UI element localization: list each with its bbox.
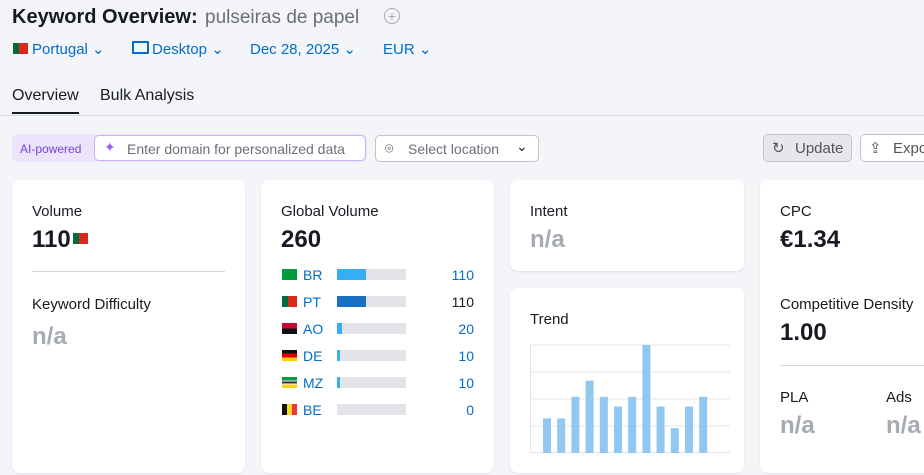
domain-input[interactable]: ✦ Enter domain for personalized data	[94, 135, 366, 161]
trend-bar	[585, 380, 594, 453]
add-icon[interactable]: +	[384, 8, 400, 24]
bar-track	[337, 404, 406, 415]
flag	[13, 43, 28, 54]
flag	[282, 404, 297, 415]
filter-text: Portugal	[32, 41, 88, 58]
label: Intent	[530, 203, 568, 220]
divider	[32, 271, 225, 272]
trend-bar	[685, 406, 693, 453]
location-select[interactable]: ⌾ Select location ⌄	[375, 135, 539, 162]
country-code: PT	[303, 294, 321, 310]
trend-bar	[557, 418, 566, 453]
bar	[337, 296, 367, 307]
trend-bar	[599, 396, 608, 453]
bar	[337, 269, 367, 280]
placeholder: Enter domain for personalized data	[127, 141, 345, 157]
filter-text: EUR	[383, 41, 415, 58]
refresh-icon: ↻	[772, 140, 785, 157]
filter[interactable]: Dec 28, 2025 ⌄	[250, 41, 356, 58]
update-button[interactable]: ↻ Update	[763, 134, 852, 162]
bar	[337, 350, 340, 361]
ai-box: AI-powered ✦ Enter domain for personaliz…	[12, 134, 367, 162]
trend-bar	[699, 396, 708, 453]
page-title: Keyword Overview:	[12, 6, 198, 28]
keyword: pulseiras de papel	[205, 7, 360, 28]
bar-track	[337, 323, 406, 334]
volume-value: 10	[458, 375, 474, 391]
bar-track	[337, 296, 406, 307]
label: Trend	[530, 311, 569, 328]
country-code: BE	[303, 402, 322, 418]
export-icon: ⇪	[869, 140, 882, 157]
flag	[282, 350, 297, 361]
value: n/a	[780, 412, 815, 439]
label: Keyword Difficulty	[32, 296, 151, 313]
flag	[282, 323, 297, 334]
trend-bar	[614, 406, 622, 453]
value: €1.34	[780, 226, 841, 253]
tab-active[interactable]: Overview	[12, 87, 79, 114]
desktop-icon	[132, 41, 149, 54]
value: 1.00	[780, 319, 827, 346]
flag	[282, 296, 297, 307]
bar	[337, 377, 340, 388]
label: CPC	[780, 203, 812, 220]
trend-bar	[543, 418, 551, 453]
button-text: Update	[795, 140, 844, 157]
trend-bar	[670, 428, 679, 453]
filter[interactable]: Portugal ⌄	[32, 41, 105, 58]
tab[interactable]: Bulk Analysis	[100, 87, 195, 104]
global-volume-card: Global Volume 260 BR 110 PT 110 AO 20 DE 10 MZ 10…	[261, 180, 494, 473]
flag	[282, 269, 297, 280]
volume-value: 20	[458, 321, 474, 337]
volume-value: 110	[451, 294, 474, 310]
filter[interactable]: Desktop ⌄	[152, 41, 224, 58]
trend-card: Trend	[510, 288, 744, 473]
flag	[282, 377, 297, 388]
cpc-card: CPC €1.34 Competitive Density 1.00 PLA n…	[760, 180, 924, 473]
trend-bar	[656, 406, 665, 453]
bar-track	[337, 269, 406, 280]
value: n/a	[886, 412, 921, 439]
bar-track	[337, 377, 406, 388]
volume-card: Volume 110 Keyword Difficulty n/a	[12, 180, 245, 473]
value: 260	[281, 226, 322, 253]
flag	[73, 233, 88, 244]
intent-card: Intent n/a	[510, 180, 744, 271]
divider	[0, 115, 924, 116]
export-button[interactable]: ⇪ Export	[860, 134, 924, 162]
label: PLA	[780, 389, 809, 406]
value: n/a	[32, 323, 67, 350]
bar-track	[337, 350, 406, 361]
divider	[780, 365, 924, 366]
button-text: Export	[893, 140, 924, 157]
placeholder: Select location	[408, 141, 500, 157]
trend-bar	[571, 396, 580, 453]
trend-bar	[642, 345, 651, 453]
chevron: ⌄	[516, 138, 528, 154]
label: Competitive Density	[780, 296, 914, 313]
country-code: BR	[303, 267, 323, 283]
filter-text: Desktop	[152, 41, 208, 58]
value: n/a	[530, 226, 565, 253]
filter-text: Dec 28, 2025	[250, 41, 340, 58]
label: Global Volume	[281, 203, 379, 220]
badge: AI-powered	[20, 142, 82, 156]
country-code: MZ	[303, 375, 324, 391]
label: Volume	[32, 203, 83, 220]
country-code: AO	[303, 321, 324, 337]
trend-bar	[628, 396, 637, 453]
bar	[337, 323, 343, 334]
volume-value: 10	[458, 348, 474, 364]
trend-chart	[530, 344, 730, 453]
pin-icon: ⌾	[385, 140, 394, 156]
value: 110	[32, 226, 71, 253]
sparkle-icon: ✦	[104, 139, 116, 155]
volume-value: 0	[466, 402, 474, 418]
volume-value: 110	[451, 267, 474, 283]
label: Ads	[886, 389, 912, 406]
country-code: DE	[303, 348, 323, 364]
filter[interactable]: EUR ⌄	[383, 41, 432, 58]
